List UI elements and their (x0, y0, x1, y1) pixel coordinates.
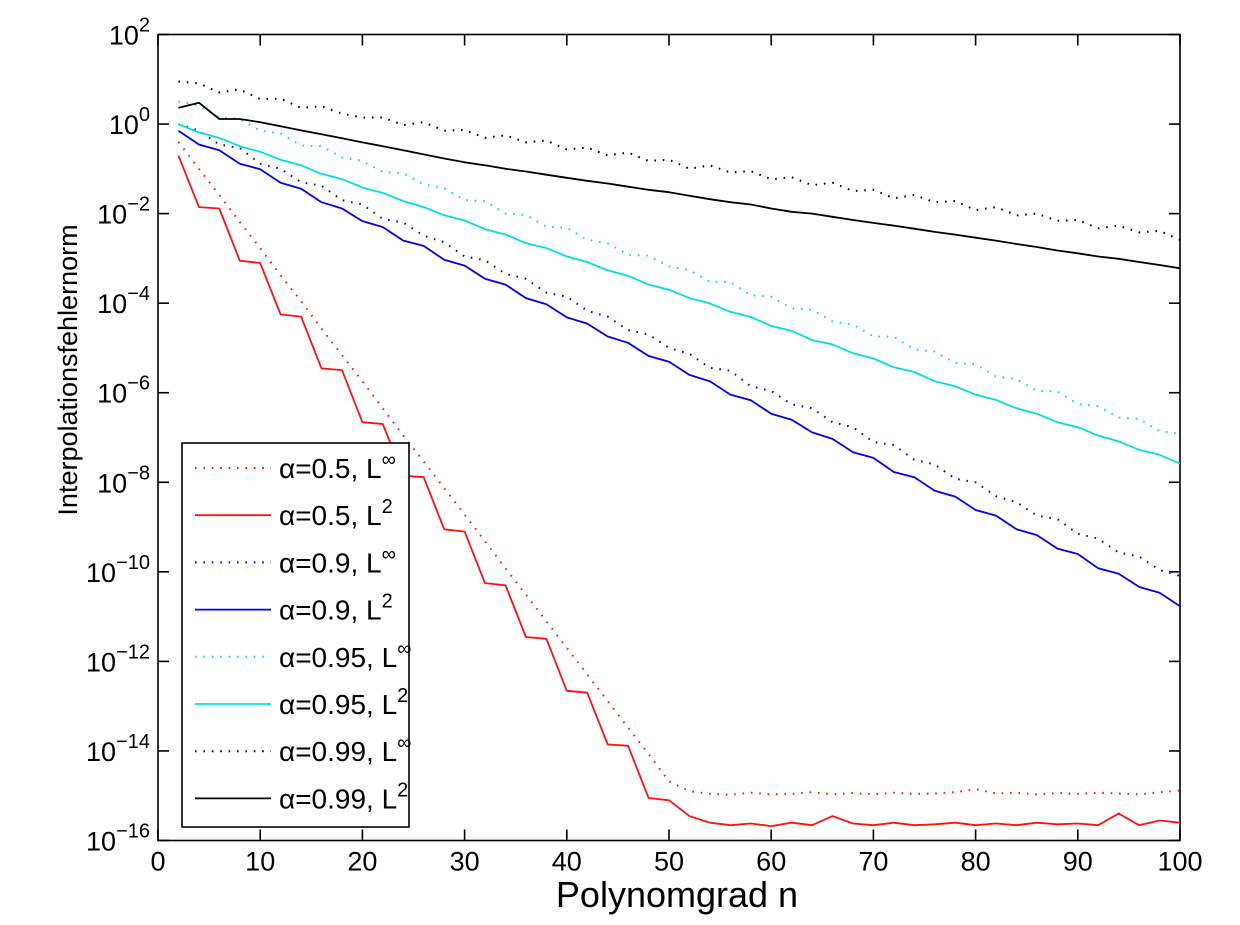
y-tick-label: 10−14 (86, 731, 150, 767)
x-tick-label: 30 (450, 847, 480, 877)
x-tick-label: 80 (961, 847, 991, 877)
y-tick-label: 10−16 (86, 821, 150, 857)
x-tick-label: 70 (858, 847, 888, 877)
series-alpha-0.95-Linf (178, 100, 1181, 435)
x-tick-label: 60 (756, 847, 786, 877)
x-tick-label: 0 (150, 847, 165, 877)
x-tick-label: 100 (1157, 847, 1202, 877)
legend-label-alpha-0.95-Linf: α=0.95, L∞ (279, 638, 411, 673)
legend-box (181, 442, 410, 828)
y-tick-label: 10−2 (97, 194, 150, 230)
legend-label-alpha-0.9-L2: α=0.9, L2 (279, 591, 393, 626)
x-tick-label: 50 (654, 847, 684, 877)
y-tick-label: 10−6 (97, 373, 150, 409)
legend-label-alpha-0.5-L2: α=0.5, L2 (279, 496, 393, 531)
legend-label-alpha-0.99-Linf: α=0.99, L∞ (279, 732, 411, 767)
series-alpha-0.99-L2 (178, 101, 1181, 270)
series-alpha-0.5-L2 (177, 155, 1181, 827)
x-axis-label: Polynomgrad n (556, 874, 798, 915)
legend-label-alpha-0.9-Linf: α=0.9, L∞ (279, 543, 396, 578)
legend-label-alpha-0.95-L2: α=0.95, L2 (279, 685, 408, 720)
x-tick-label: 10 (245, 847, 275, 877)
y-tick-label: 10−10 (86, 552, 150, 588)
series-alpha-0.9-L2 (177, 129, 1181, 608)
legend: α=0.5, L∞ α=0.5, L2 α=0.9, L∞ α=0.9, L2 α=0.… (181, 442, 411, 828)
legend-label-alpha-0.5-Linf: α=0.5, L∞ (279, 449, 396, 484)
x-tick-label: 40 (552, 847, 582, 877)
x-tick-label: 20 (347, 847, 377, 877)
y-tick-label: 102 (109, 15, 150, 51)
y-tick-label: 10−12 (86, 641, 150, 677)
series-alpha-0.95-L2 (178, 123, 1181, 465)
series-alpha-0.99-Linf (178, 80, 1181, 241)
y-axis: 102 100 10−2 10−4 10−6 10−8 10−10 10−12 10−14 10−… (86, 15, 1180, 857)
y-tick-label: 10−4 (97, 283, 150, 319)
x-axis: 0 10 20 30 40 50 60 70 80 90 100 (150, 34, 1203, 877)
y-axis-label: Interpolationsfehlernorm (53, 224, 83, 515)
legend-label-alpha-0.99-L2: α=0.99, L2 (279, 779, 408, 814)
x-tick-label: 90 (1063, 847, 1093, 877)
series-alpha-0.9-Linf (178, 123, 1181, 577)
y-tick-label: 10−8 (97, 462, 150, 498)
y-tick-label: 100 (109, 104, 150, 140)
series-group (177, 80, 1181, 827)
